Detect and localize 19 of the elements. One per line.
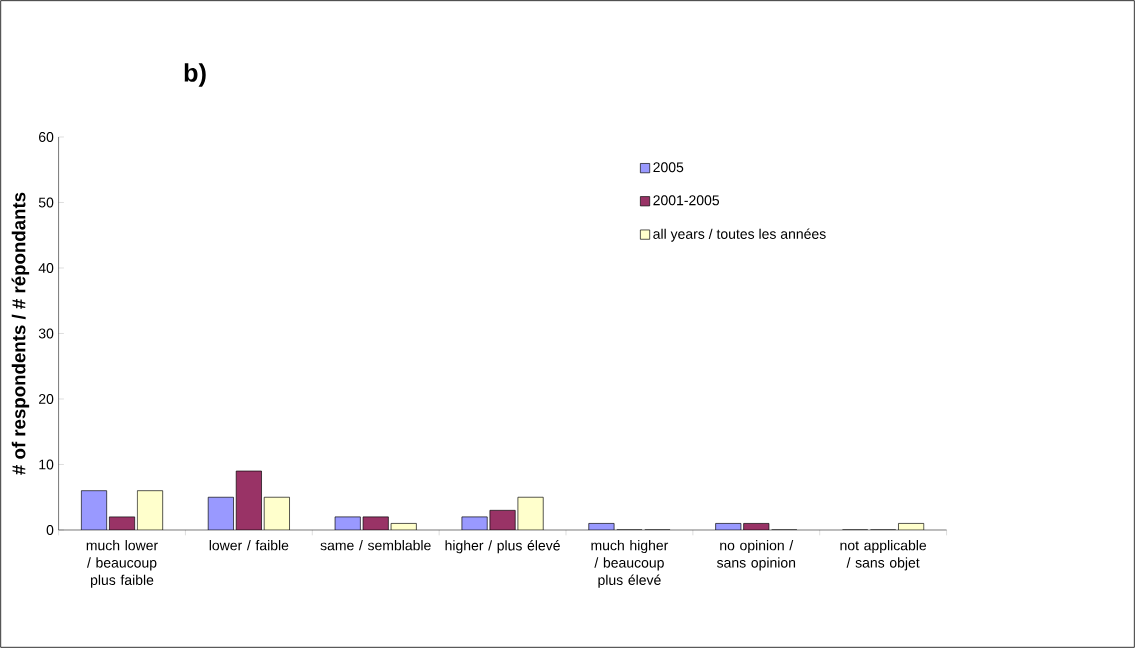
x-tick-label: lower / faible <box>209 540 289 551</box>
legend-label: 2005 <box>653 162 684 173</box>
x-tick-label: much lower / beaucoup plus faible <box>86 540 158 588</box>
legend-label: 2001-2005 <box>653 195 720 206</box>
x-tick-label: no opinion / sans opinion <box>716 540 796 571</box>
chart-title: b) <box>184 63 206 87</box>
x-tick-label: higher / plus élevé <box>445 540 560 554</box>
y-tick-label: 20 <box>39 394 54 404</box>
y-tick-label: 0 <box>46 525 54 535</box>
y-tick-label: 60 <box>39 132 54 142</box>
y-tick-label: 30 <box>38 328 54 339</box>
y-axis-title: # of respondents / # répondants <box>11 192 30 475</box>
x-tick-label: same / semblable <box>320 540 431 551</box>
y-tick-label: 50 <box>38 197 54 208</box>
y-tick-label: 10 <box>39 459 54 470</box>
legend-label: all years / toutes les années <box>653 228 826 242</box>
x-tick-label: not applicable / sans objet <box>840 540 927 571</box>
y-tick-label: 40 <box>38 263 54 273</box>
x-tick-label: much higher / beaucoup plus élevé <box>591 540 669 588</box>
